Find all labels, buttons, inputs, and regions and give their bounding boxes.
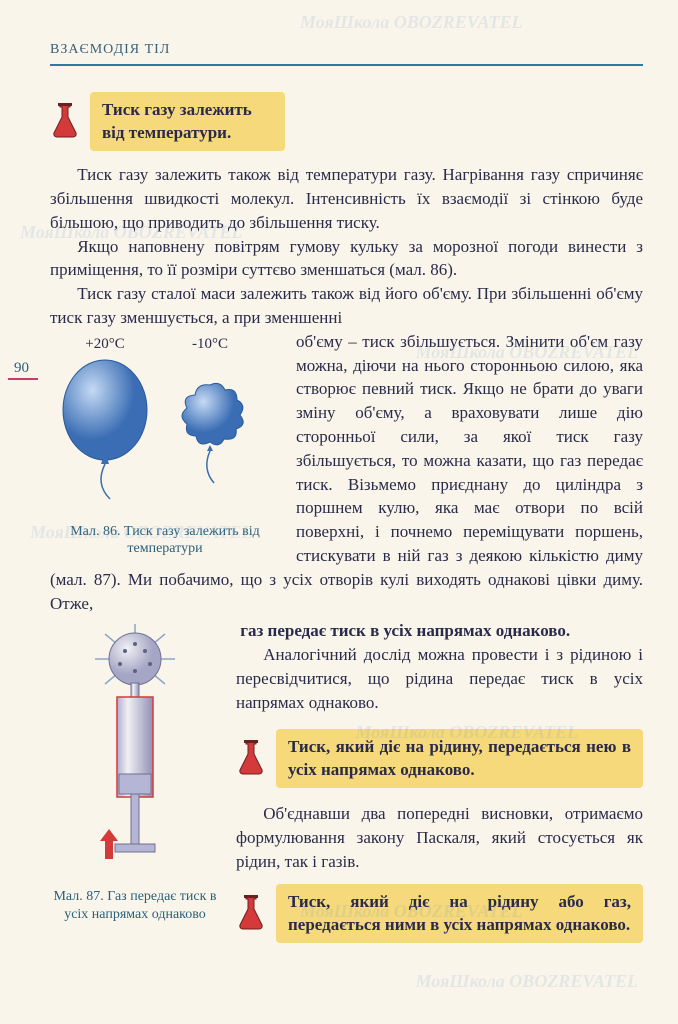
paragraph-2: Якщо наповнену повітрям гумову кульку за…	[50, 235, 643, 283]
flask-icon	[50, 101, 80, 141]
callout-3: Тиск, який діє на рідину або газ, переда…	[236, 884, 643, 944]
callout-2-text: Тиск, який діє на рідину, передається не…	[276, 729, 643, 789]
figure-87-syringe	[75, 619, 195, 879]
fig86-temp2: -10°С	[192, 336, 228, 352]
page-number-line	[8, 378, 38, 380]
callout-3-text: Тиск, який діє на рідину або газ, переда…	[276, 884, 643, 944]
paragraph-3c: газ передає тиск в усіх напрямах однаков…	[240, 621, 570, 640]
callout-2: Тиск, який діє на рідину, передається не…	[236, 729, 643, 789]
flask-icon	[236, 738, 266, 778]
flask-icon	[236, 893, 266, 933]
paragraph-1: Тиск газу залежить також від температури…	[50, 163, 643, 234]
chapter-header: ВЗАЄМОДІЯ ТІЛ	[50, 40, 643, 60]
watermark: МояШкола OBOZREVATEL	[416, 969, 638, 994]
callout-1-text: Тиск газу залежить від температури.	[90, 92, 285, 152]
figure-87-caption: Мал. 87. Газ передає тиск в усіх напряма…	[50, 888, 220, 923]
header-divider	[50, 64, 643, 66]
watermark: МояШкола OBOZREVATEL	[300, 10, 522, 35]
fig86-temp1: +20°С	[85, 336, 124, 352]
paragraph-3a: Тиск газу сталої маси залежить також від…	[50, 282, 643, 330]
page-number: 90	[14, 358, 29, 379]
figure-86-caption: Мал. 86. Тиск газу залежить від температ…	[50, 523, 280, 558]
figure-86-balloons: +20°С -10°С	[50, 330, 270, 510]
callout-1: Тиск газу залежить від температури.	[50, 92, 285, 152]
